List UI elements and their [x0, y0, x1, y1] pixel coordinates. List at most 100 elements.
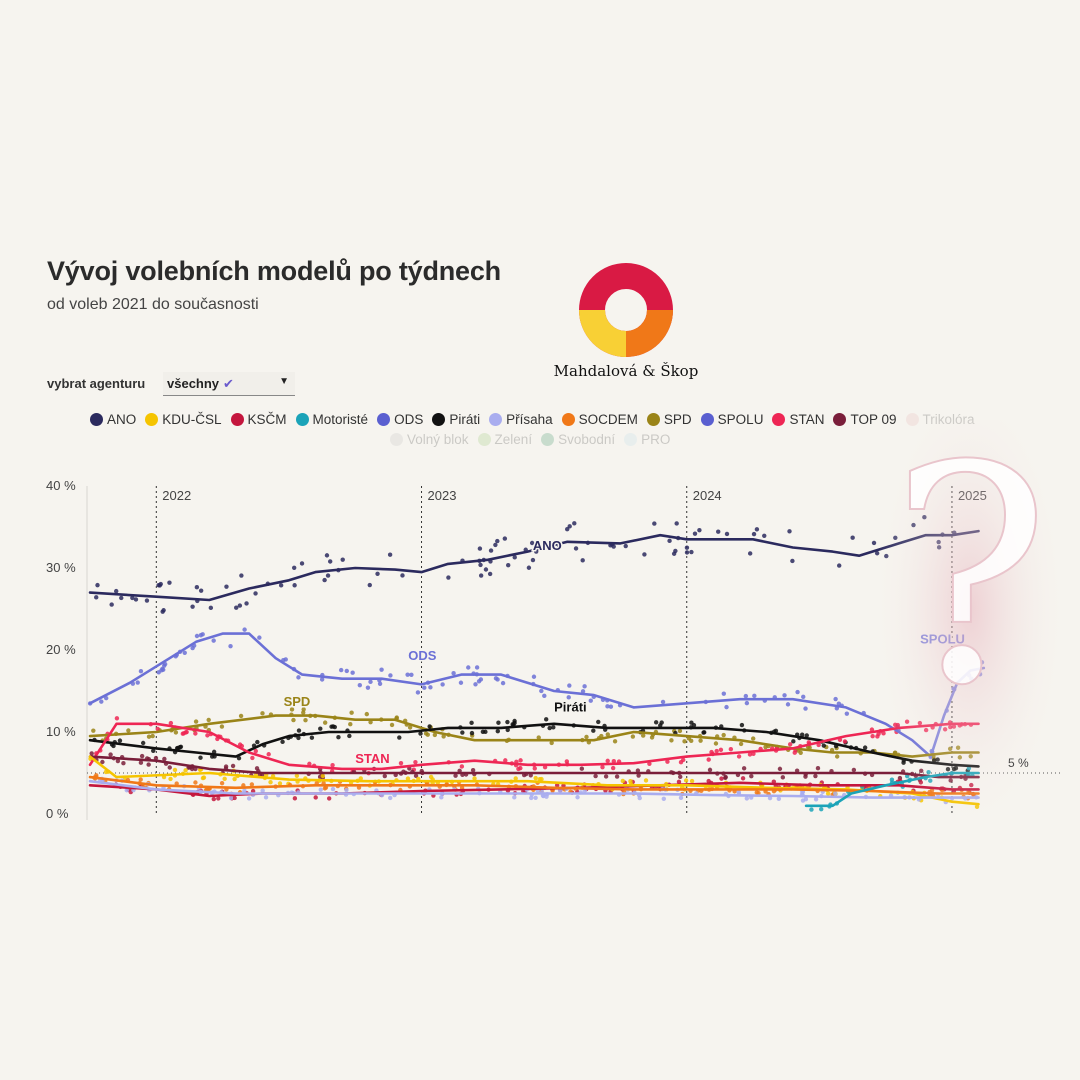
legend-label: Volný blok	[407, 432, 469, 447]
poll-dot	[194, 585, 200, 590]
poll-dot	[228, 643, 233, 649]
poll-dot	[368, 719, 373, 725]
poll-dot	[119, 595, 124, 601]
poll-dot	[91, 728, 96, 733]
poll-dot	[318, 726, 323, 731]
poll-dot	[168, 720, 174, 726]
poll-dot	[698, 738, 703, 743]
poll-dot	[348, 721, 353, 727]
poll-dot	[736, 789, 741, 795]
poll-dot	[661, 796, 667, 801]
poll-dot	[398, 760, 404, 766]
poll-dot	[193, 731, 198, 736]
poll-dot	[743, 693, 749, 699]
poll-dot	[294, 773, 300, 778]
poll-dot	[167, 765, 172, 770]
legend-item-socdem[interactable]: SOCDEM	[561, 412, 638, 427]
series-line-pir-ti	[88, 722, 980, 768]
poll-dot	[642, 552, 647, 557]
poll-dot	[870, 734, 875, 739]
legend-swatch	[489, 413, 503, 426]
poll-dot	[268, 780, 273, 785]
poll-dot	[718, 747, 724, 752]
legend-item-ano[interactable]: ANO	[90, 412, 136, 427]
poll-dot	[575, 795, 580, 800]
legend-label: Zelení	[494, 432, 533, 447]
series-label: SPD	[284, 694, 311, 709]
poll-dot	[605, 704, 610, 709]
poll-dot	[518, 758, 523, 763]
poll-dot	[798, 750, 803, 756]
legend-label: Piráti	[449, 412, 481, 427]
legend-label: Motoristé	[312, 412, 369, 427]
legend-swatch	[833, 413, 847, 426]
series-label: ANO	[533, 538, 562, 553]
poll-dot	[567, 524, 572, 529]
poll-dot	[611, 758, 617, 764]
legend-item-spolu[interactable]: SPOLU	[700, 412, 763, 427]
poll-dot	[787, 742, 793, 747]
legend-item-svobodn-[interactable]: Svobodní	[541, 432, 615, 447]
poll-dot	[423, 731, 429, 736]
poll-dot	[347, 733, 352, 739]
poll-dot	[232, 776, 237, 782]
poll-dot	[647, 761, 652, 767]
poll-dot	[239, 573, 244, 578]
legend-item-zelen-[interactable]: Zelení	[477, 432, 533, 447]
poll-dot	[659, 720, 664, 725]
poll-dot	[584, 734, 589, 740]
legend-item-p-saha[interactable]: Přísaha	[489, 412, 553, 427]
poll-dot	[466, 665, 471, 670]
poll-dot	[325, 573, 331, 578]
poll-dot	[749, 774, 754, 779]
poll-dot	[582, 684, 587, 689]
poll-dot	[503, 758, 508, 763]
brand-name: Mahdalová & Škop	[553, 362, 699, 380]
poll-dot	[532, 766, 537, 771]
legend-item-kdu-sl[interactable]: KDU-ČSL	[145, 412, 222, 427]
poll-dot	[472, 776, 477, 781]
poll-dot	[260, 788, 265, 793]
legend-item-spd[interactable]: SPD	[646, 412, 692, 427]
poll-dot	[153, 755, 159, 761]
agency-select[interactable]: všechny ✔ ▼	[163, 372, 295, 396]
poll-dot	[161, 608, 166, 613]
poll-dot	[850, 535, 855, 540]
poll-dot	[478, 677, 484, 682]
legend-item-motorist-[interactable]: Motoristé	[295, 412, 369, 427]
legend-item-pir-ti[interactable]: Piráti	[432, 412, 480, 427]
legend-item-stan[interactable]: STAN	[772, 412, 824, 427]
poll-dot	[140, 740, 146, 746]
series-line-ano	[88, 529, 980, 602]
poll-dot	[109, 602, 114, 607]
poll-dot	[707, 767, 713, 773]
legend-item-ods[interactable]: ODS	[377, 412, 423, 427]
legend-swatch	[432, 413, 446, 426]
legend-item-voln-blok[interactable]: Volný blok	[390, 432, 469, 447]
poll-dot	[320, 773, 325, 779]
poll-dot	[697, 527, 702, 533]
poll-dot	[500, 680, 506, 686]
poll-dot	[130, 595, 135, 601]
poll-dot	[330, 762, 335, 768]
poll-dot	[744, 796, 750, 801]
legend-label: ANO	[107, 412, 137, 427]
legend-item-ks-m[interactable]: KSČM	[230, 412, 287, 427]
poll-dot	[643, 778, 649, 783]
poll-dot	[237, 742, 243, 747]
legend-item-pro[interactable]: PRO	[624, 432, 670, 447]
legend-label: Svobodní	[558, 432, 616, 447]
poll-dot	[350, 670, 355, 675]
poll-dot	[623, 543, 628, 549]
poll-dot	[752, 693, 757, 699]
series-line-spd	[88, 714, 980, 758]
poll-dot	[377, 681, 383, 686]
poll-dot	[493, 542, 498, 548]
poll-dot	[340, 557, 345, 562]
poll-dot	[115, 758, 121, 764]
poll-dot	[322, 577, 327, 583]
poll-dot	[682, 739, 687, 744]
poll-dot	[224, 584, 229, 589]
legend-swatch	[230, 413, 244, 426]
y-tick-label: 30 %	[46, 560, 76, 575]
